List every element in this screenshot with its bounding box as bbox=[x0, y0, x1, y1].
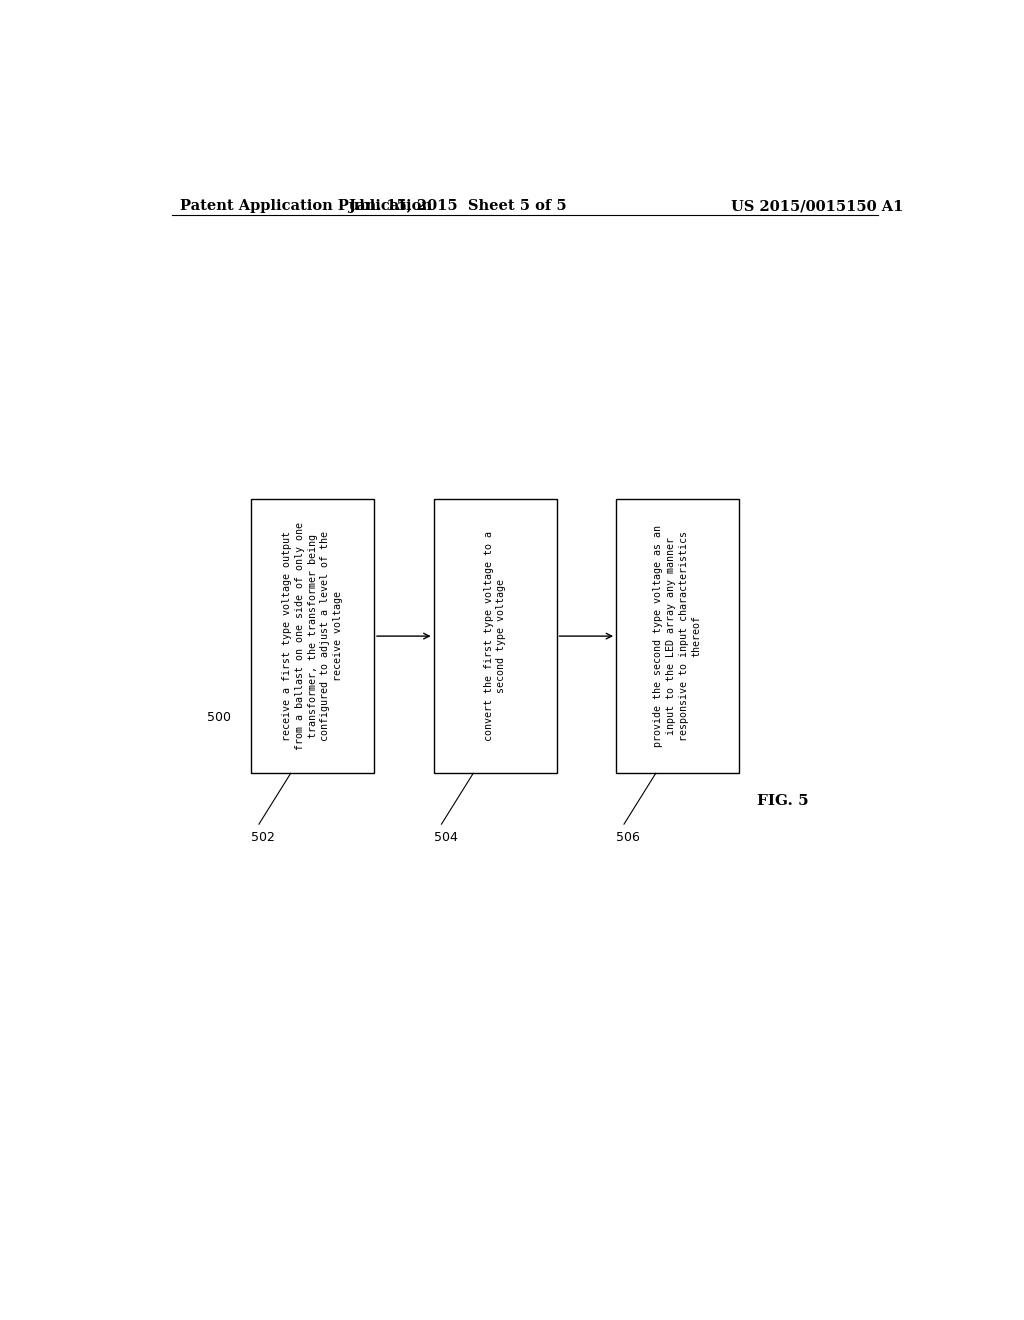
Bar bbox=[251, 499, 374, 774]
Bar bbox=[616, 499, 739, 774]
Text: provide the second type voltage as an
input to the LED array any manner
responsi: provide the second type voltage as an in… bbox=[653, 525, 701, 747]
Text: Jan. 15, 2015  Sheet 5 of 5: Jan. 15, 2015 Sheet 5 of 5 bbox=[348, 199, 566, 213]
Text: US 2015/0015150 A1: US 2015/0015150 A1 bbox=[731, 199, 903, 213]
Text: 502: 502 bbox=[251, 832, 274, 845]
Text: 500: 500 bbox=[207, 711, 231, 723]
Text: FIG. 5: FIG. 5 bbox=[757, 793, 809, 808]
Text: Patent Application Publication: Patent Application Publication bbox=[179, 199, 431, 213]
Text: convert the first type voltage to a
second type voltage: convert the first type voltage to a seco… bbox=[483, 531, 507, 741]
Bar bbox=[433, 499, 557, 774]
Text: receive a first type voltage output
from a ballast on one side of only one
trans: receive a first type voltage output from… bbox=[282, 523, 343, 750]
Text: 506: 506 bbox=[616, 832, 640, 845]
Text: 504: 504 bbox=[433, 832, 458, 845]
